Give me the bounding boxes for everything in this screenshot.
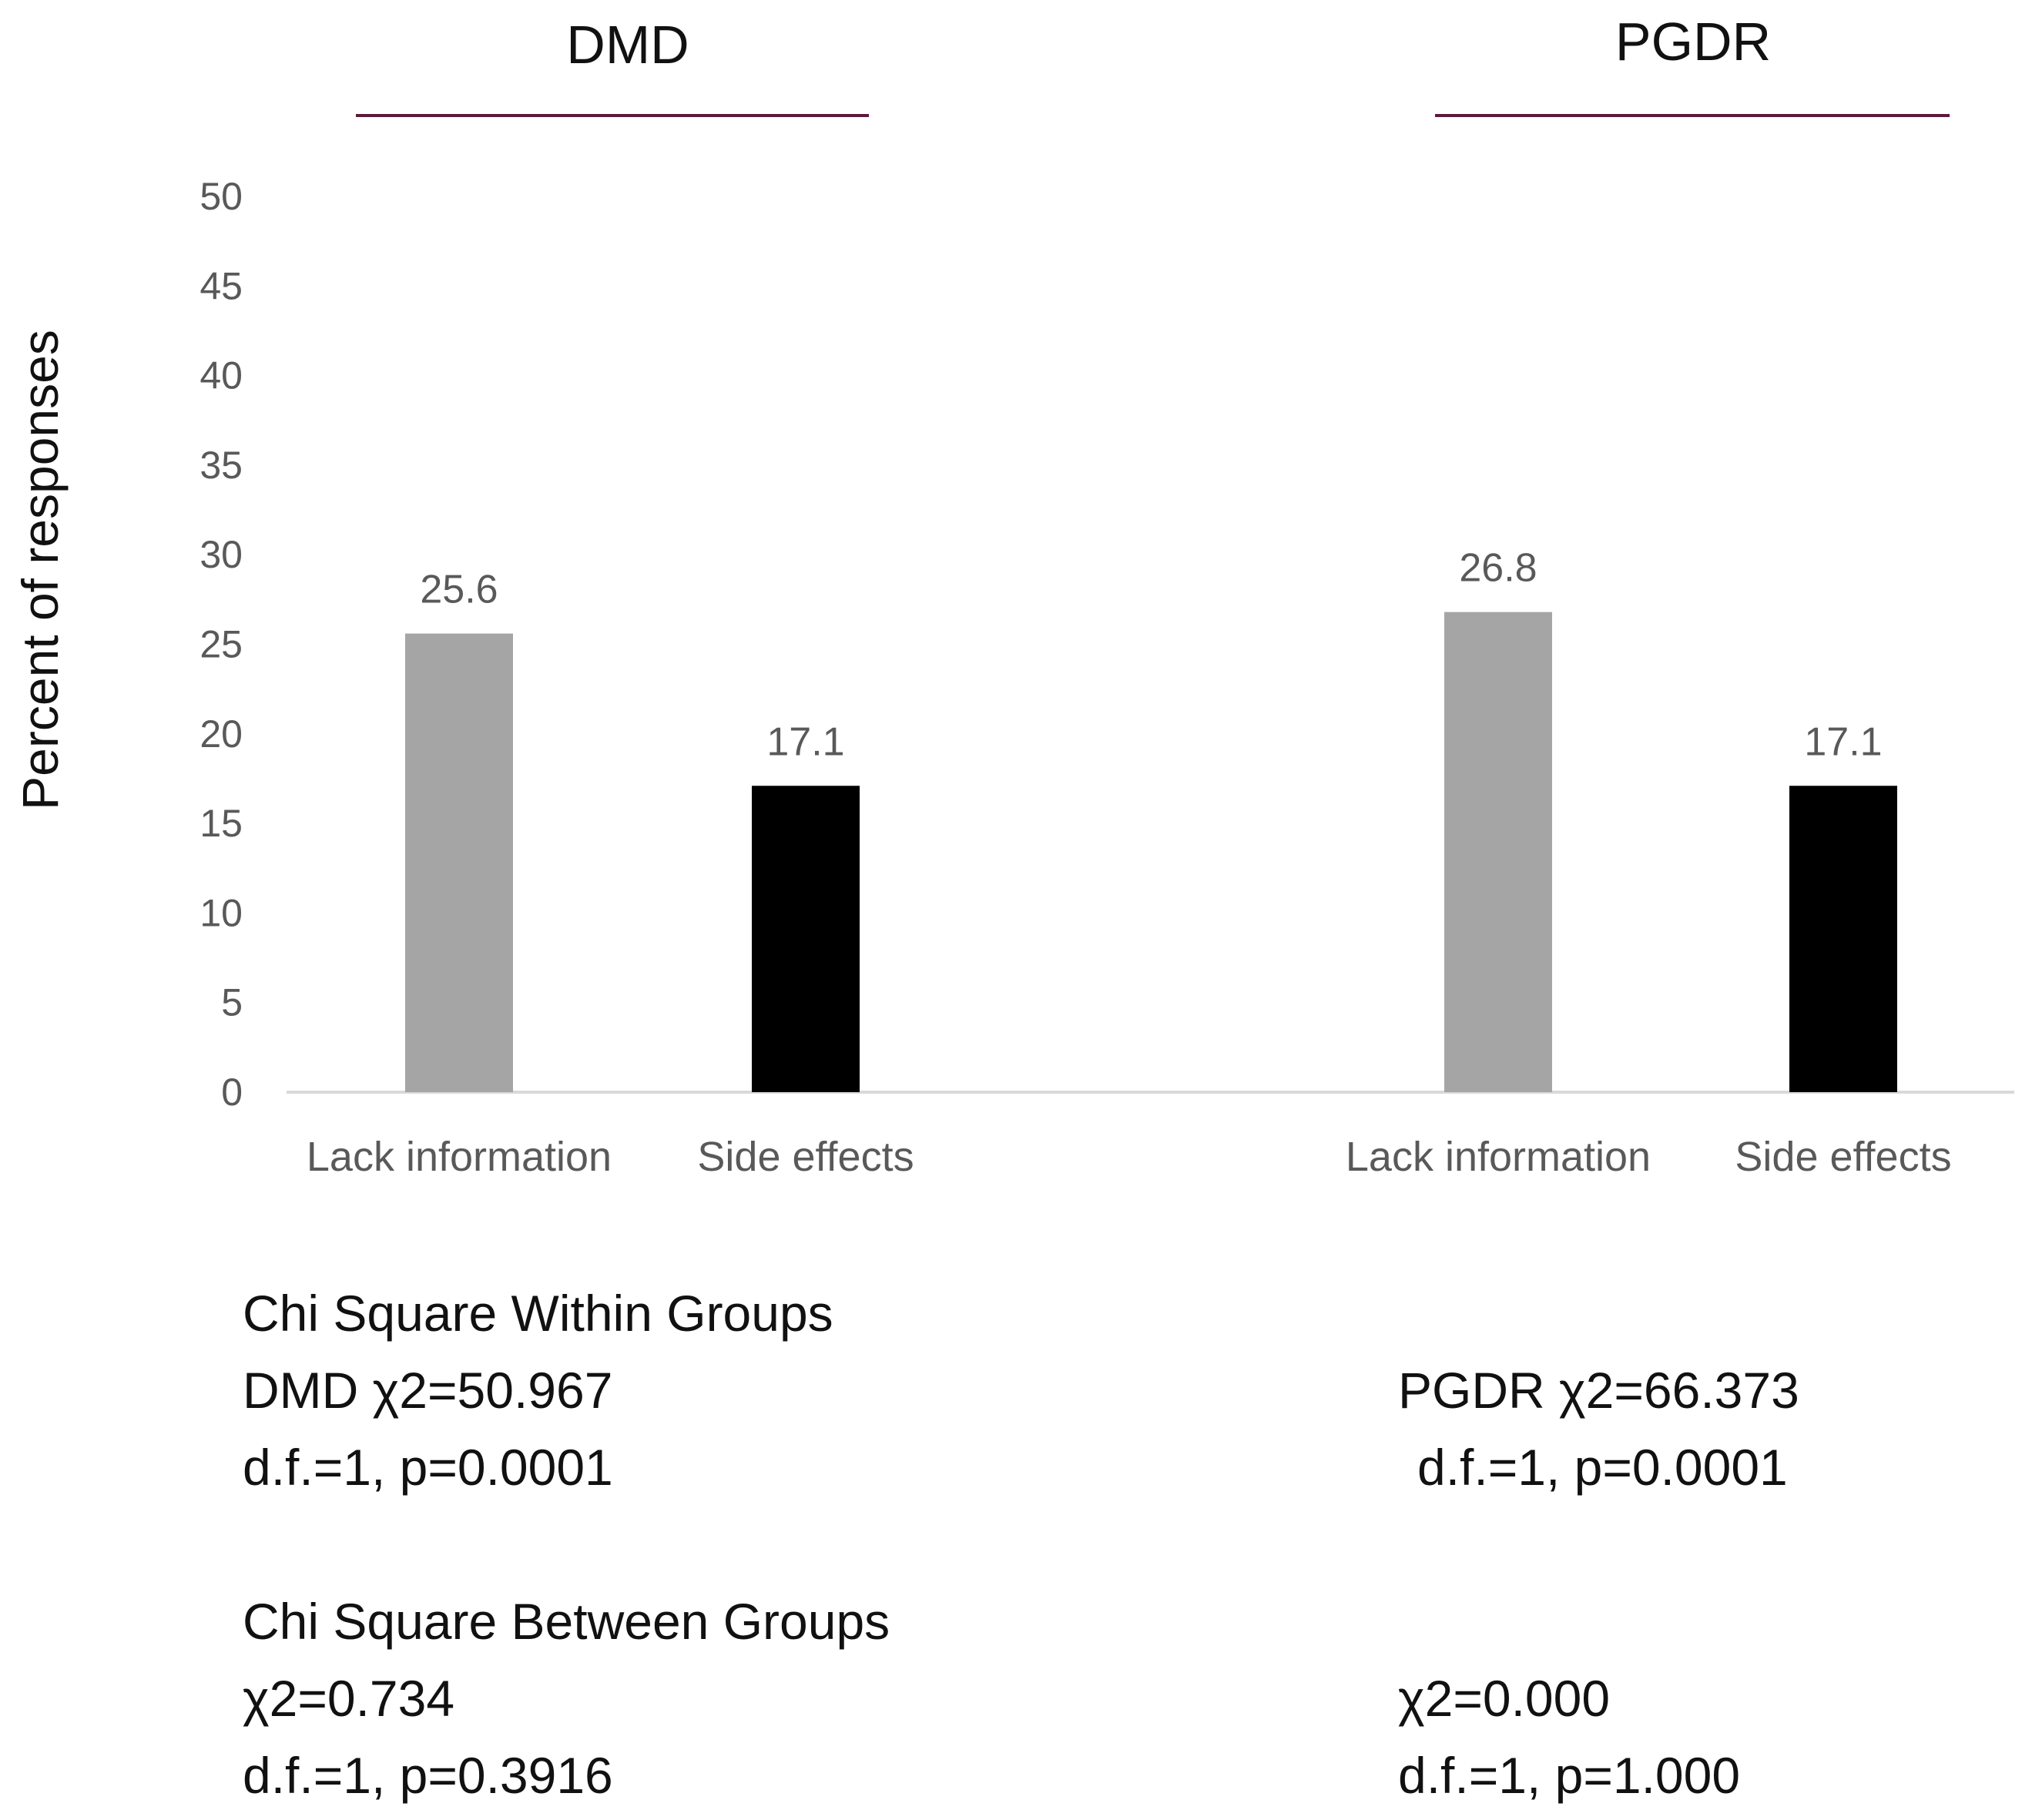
pgdr-between-df: d.f.=1, p=1.000: [1398, 1747, 1741, 1804]
y-tick-label: 15: [200, 802, 243, 845]
y-tick-label: 25: [200, 623, 243, 666]
bar-pgdr-side-effects: [1789, 786, 1897, 1092]
y-tick-label: 50: [200, 175, 243, 218]
between-groups-title: Chi Square Between Groups: [243, 1593, 890, 1650]
y-tick-label: 0: [221, 1071, 243, 1114]
stats-between-right: χ2=0.000 d.f.=1, p=1.000: [1398, 1660, 1740, 1814]
data-label: 26.8: [1459, 546, 1537, 591]
y-tick-label: 10: [200, 891, 243, 934]
stats-left: Chi Square Within Groups DMD χ2=50.967 d…: [243, 1275, 833, 1506]
bar-pgdr-lack-information: [1444, 612, 1552, 1092]
group-title-dmd: DMD: [566, 15, 689, 75]
dmd-within-df: d.f.=1, p=0.0001: [243, 1439, 613, 1496]
pgdr-between-chi: χ2=0.000: [1398, 1670, 1611, 1727]
pgdr-within-df: d.f.=1, p=0.0001: [1417, 1439, 1788, 1496]
data-label: 17.1: [766, 719, 844, 764]
dmd-between-df: d.f.=1, p=0.3916: [243, 1747, 613, 1804]
bar-dmd-side-effects: [752, 786, 860, 1092]
bar-chart: 0 5 10 15 20 25 30 35 40 45 50 Percent of responses…: [12, 12, 2014, 1180]
x-category-label: Lack information: [307, 1134, 612, 1180]
y-tick-label: 45: [200, 264, 243, 307]
stats-between-left: Chi Square Between Groups χ2=0.734 d.f.=…: [243, 1583, 890, 1814]
pgdr-within-chi: PGDR χ2=66.373: [1398, 1362, 1799, 1419]
y-tick-label: 30: [200, 533, 243, 576]
within-groups-title: Chi Square Within Groups: [243, 1285, 833, 1342]
x-category-label: Side effects: [697, 1134, 914, 1180]
data-label: 17.1: [1804, 719, 1882, 764]
data-label: 25.6: [420, 568, 498, 612]
x-category-label: Lack information: [1346, 1134, 1651, 1180]
stats-right-within: PGDR χ2=66.373 d.f.=1, p=0.0001: [1398, 1352, 1799, 1506]
y-tick-label: 20: [200, 712, 243, 756]
x-category-label: Side effects: [1735, 1134, 1951, 1180]
dmd-within-chi: DMD χ2=50.967: [243, 1362, 613, 1419]
bar-dmd-lack-information: [405, 633, 513, 1092]
y-tick-label: 40: [200, 354, 243, 397]
y-axis-label: Percent of responses: [12, 330, 69, 810]
dmd-between-chi: χ2=0.734: [243, 1670, 455, 1727]
y-tick-label: 35: [200, 444, 243, 487]
group-title-pgdr: PGDR: [1615, 12, 1771, 72]
y-tick-label: 5: [221, 981, 243, 1024]
